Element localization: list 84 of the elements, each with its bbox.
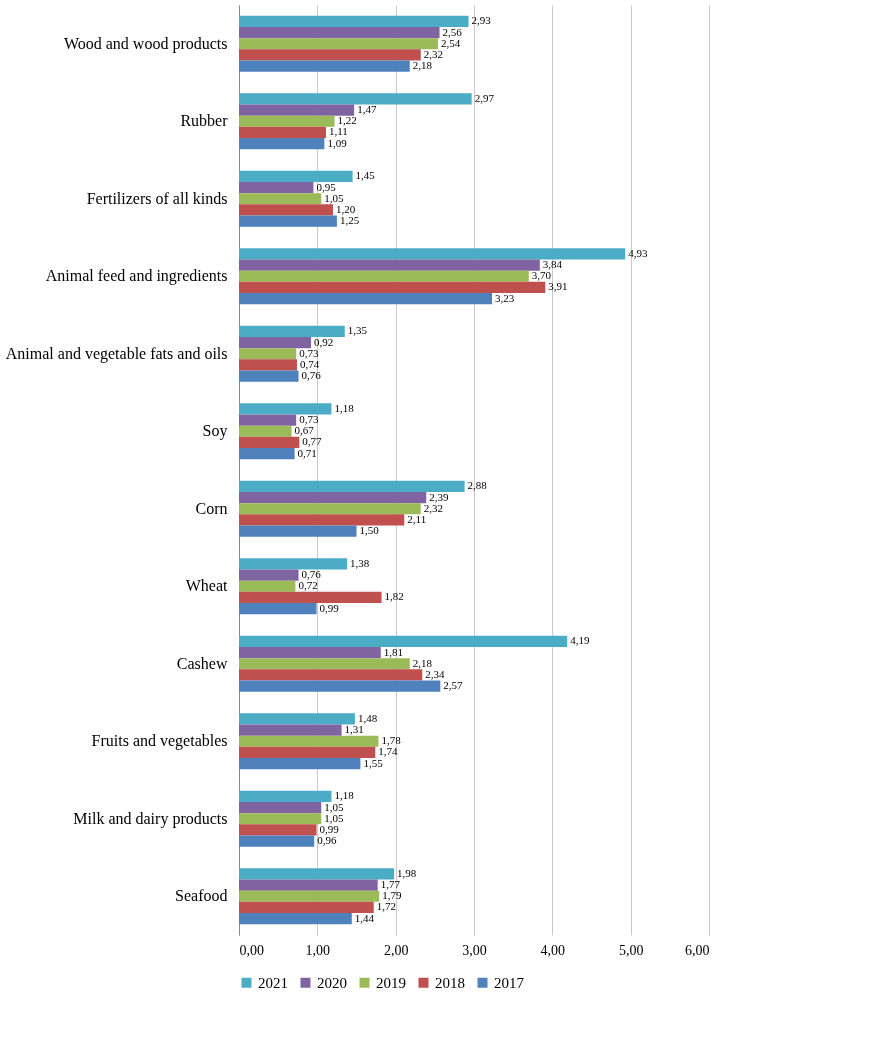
data-label: 0,73	[299, 346, 319, 359]
data-label: 3,23	[495, 291, 515, 304]
data-label: 1,47	[357, 103, 377, 116]
data-label: 0,96	[317, 834, 337, 847]
y-tick-label: Soy	[202, 422, 228, 441]
y-tick-label: Corn	[195, 499, 228, 517]
data-label: 1,79	[382, 889, 402, 902]
data-label: 2,39	[429, 490, 449, 503]
legend-label: 2018	[435, 974, 465, 991]
y-tick-label: Wheat	[185, 577, 229, 595]
data-label: 2,57	[443, 679, 464, 692]
y-tick-label: Fertilizers of all kinds	[86, 189, 228, 207]
data-label: 2,56	[442, 25, 463, 38]
data-label: 1,74	[378, 745, 399, 758]
data-label: 2,93	[471, 14, 492, 27]
y-tick-label: Milk and dairy products	[73, 809, 228, 828]
data-label: 1,81	[383, 645, 404, 658]
data-label: 0,92	[314, 335, 334, 348]
data-label: 1,35	[347, 324, 368, 337]
data-label: 1,55	[363, 756, 384, 769]
y-tick-label: Wood and wood products	[63, 34, 228, 53]
y-tick-label: Rubber	[180, 112, 229, 130]
data-label: 1,45	[355, 169, 376, 182]
data-label: 1,05	[324, 191, 344, 204]
x-tick-label: 3,00	[462, 942, 487, 958]
data-label: 0,71	[297, 446, 317, 459]
data-label: 1,82	[384, 590, 404, 603]
x-tick-label: 4,00	[540, 942, 566, 958]
data-label: 1,38	[350, 556, 370, 569]
data-label: 1,78	[381, 734, 402, 747]
y-tick-label: Animal and vegetable fats and oils	[5, 344, 228, 363]
data-label: 1,72	[376, 900, 396, 913]
data-label: 2,97	[474, 91, 495, 104]
data-label: 1,31	[344, 723, 364, 736]
data-label: 0,77	[302, 435, 323, 448]
data-label: 4,19	[570, 634, 590, 647]
data-label: 2,11	[407, 512, 427, 525]
data-label: 0,67	[294, 424, 315, 437]
y-tick-label: Cashew	[176, 654, 228, 672]
y-tick-label: Animal feed and ingredients	[45, 267, 228, 286]
data-label: 2,88	[467, 479, 488, 492]
data-label: 1,20	[336, 202, 356, 215]
data-label: 0,74	[299, 357, 320, 370]
data-label: 0,99	[319, 601, 340, 614]
data-label: 1,18	[334, 789, 355, 802]
data-label: 1,77	[380, 878, 401, 891]
data-label: 1,05	[324, 811, 344, 824]
data-label: 2,32	[423, 501, 443, 514]
data-label: 3,84	[542, 258, 563, 271]
data-label: 0,72	[298, 579, 318, 592]
x-tick-label: 2,00	[383, 942, 409, 958]
data-label: 0,76	[301, 568, 322, 581]
data-label: 0,99	[319, 822, 340, 835]
data-label: 1,44	[354, 911, 375, 924]
data-label: 1,50	[359, 524, 380, 537]
x-tick-label: 5,00	[618, 942, 644, 958]
x-tick-label: 6,00	[685, 942, 710, 958]
data-label: 1,05	[324, 800, 344, 813]
data-label: 3,91	[548, 280, 568, 293]
data-label: 2,18	[412, 656, 433, 669]
data-label: 2,18	[412, 59, 433, 72]
legend-label: 2019	[376, 974, 406, 991]
data-label: 3,70	[531, 269, 552, 282]
legend-label: 2017	[494, 974, 525, 991]
data-label: 2,32	[423, 47, 443, 60]
data-label: 4,93	[628, 246, 648, 259]
y-tick-label: Seafood	[175, 887, 228, 905]
legend-label: 2020	[317, 974, 347, 991]
data-label: 1,25	[339, 214, 360, 227]
data-label: 1,48	[357, 711, 378, 724]
data-label: 0,73	[299, 413, 319, 426]
data-label: 2,54	[440, 36, 461, 49]
x-tick-label: 1,00	[305, 942, 331, 958]
data-label: 1,22	[337, 114, 357, 127]
data-label: 0,95	[316, 180, 337, 193]
data-label: 1,98	[397, 866, 417, 879]
data-label: 2,34	[425, 667, 446, 680]
data-label: 1,09	[327, 136, 348, 149]
y-tick-label: Fruits and vegetables	[91, 732, 228, 751]
data-label: 1,11	[328, 125, 348, 138]
data-label: 1,18	[334, 401, 355, 414]
x-tick-label: 0,00	[239, 942, 264, 958]
legend-label: 2021	[258, 974, 288, 991]
data-label: 0,76	[301, 369, 322, 382]
